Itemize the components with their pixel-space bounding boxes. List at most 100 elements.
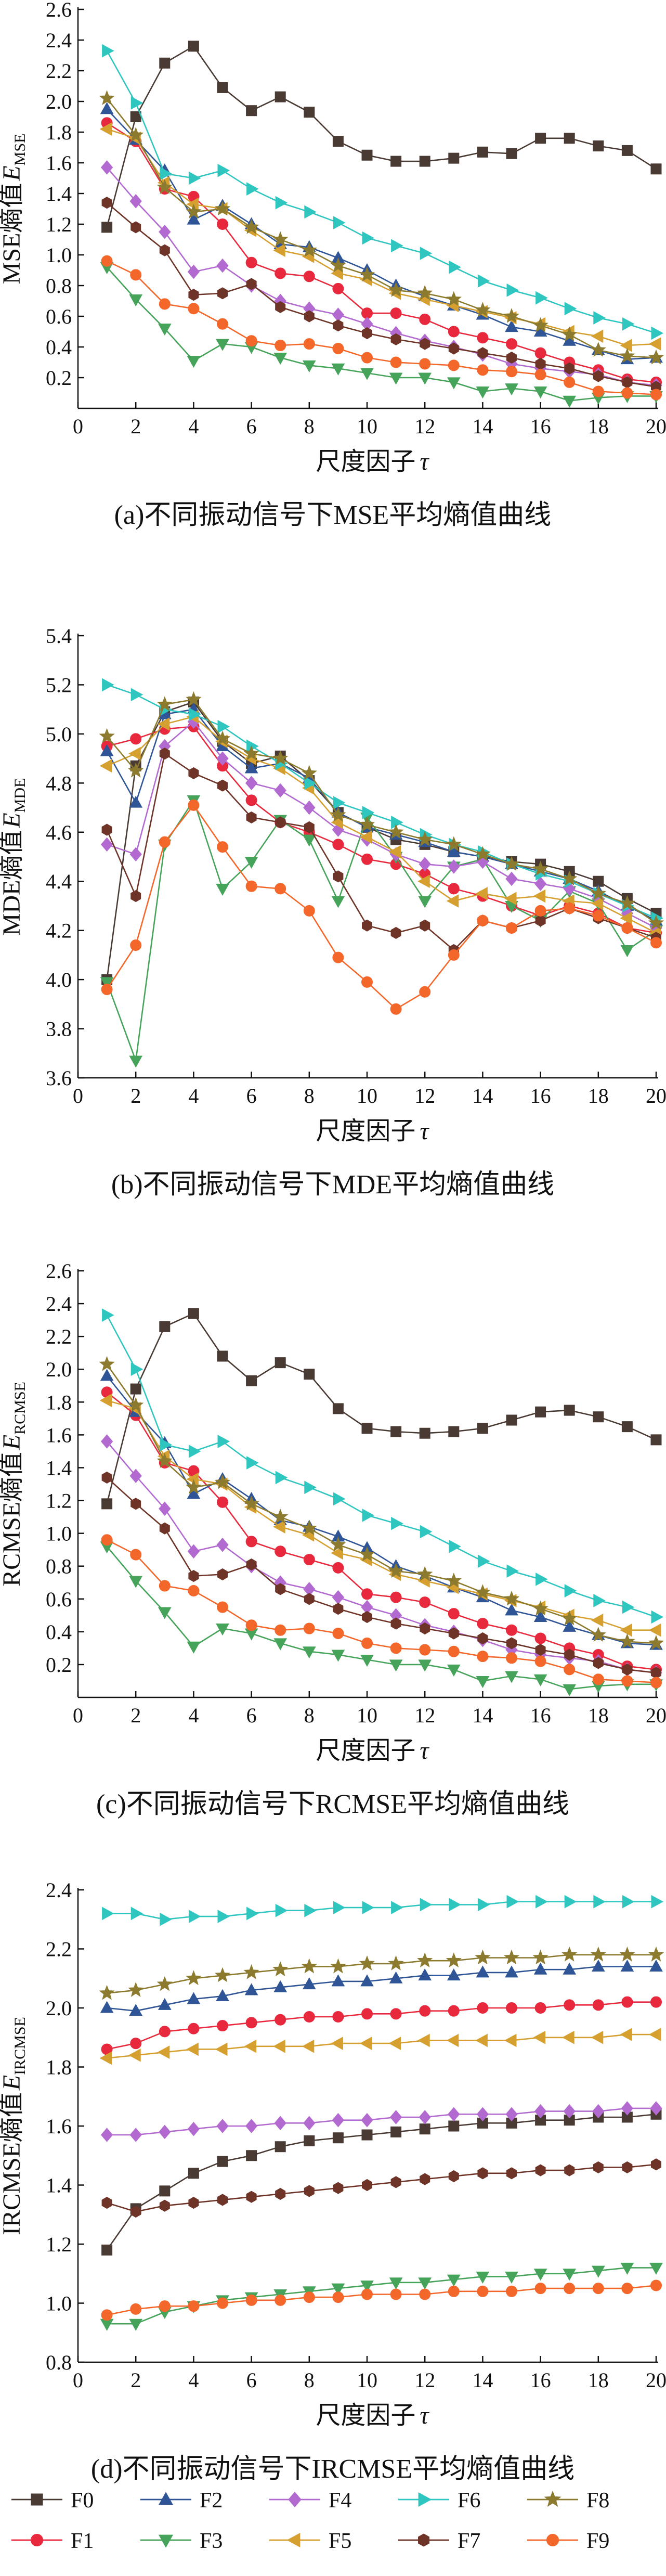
data-point-F3 <box>533 387 547 399</box>
data-point-F1 <box>419 2005 431 2017</box>
data-point-F6 <box>188 171 201 185</box>
y-tick-label: 0.6 <box>46 305 72 328</box>
data-point-F7 <box>188 289 199 301</box>
data-point-F6 <box>160 166 172 181</box>
data-point-F9 <box>534 905 546 917</box>
data-point-F6 <box>275 196 288 210</box>
data-point-F8 <box>417 1952 433 1968</box>
data-point-F2 <box>129 2004 143 2016</box>
data-point-F1 <box>332 839 344 851</box>
data-point-F1 <box>217 2020 228 2032</box>
data-point-F5 <box>648 1623 661 1637</box>
y-tick-label: 4.6 <box>46 821 72 844</box>
data-point-F8 <box>561 870 578 886</box>
data-point-F9 <box>534 2283 546 2295</box>
x-axis-label: 尺度因子 τ <box>316 2402 429 2429</box>
data-point-F0 <box>101 222 113 233</box>
data-point-F9 <box>303 338 315 350</box>
data-point-F6 <box>506 1895 519 1909</box>
data-point-F0 <box>390 156 402 167</box>
data-point-F0 <box>477 146 488 158</box>
data-point-F3 <box>129 1055 143 1068</box>
data-point-F8 <box>561 1610 578 1626</box>
data-point-F8 <box>619 895 635 910</box>
data-point-F1 <box>592 1999 604 2011</box>
data-point-F7 <box>217 287 228 300</box>
data-point-F1 <box>534 1632 546 1644</box>
data-point-F3 <box>360 1654 374 1667</box>
data-point-F1 <box>303 2011 315 2023</box>
data-point-F8 <box>475 302 491 317</box>
data-point-F5 <box>417 874 430 888</box>
data-point-F2 <box>100 744 114 756</box>
chart-4: 0.8 1.0 1.2 1.4 1.6 1.8 2.0 2.2 2.4 0 2 4 6 8 10 12 14 16… <box>0 1878 666 2484</box>
y-tick-label: 0.4 <box>46 336 72 359</box>
x-tick-label: 6 <box>246 415 257 438</box>
data-point-F5 <box>591 329 604 343</box>
series-line-F7 <box>106 753 657 951</box>
data-point-F5 <box>273 2039 285 2053</box>
data-point-F6 <box>275 1903 288 1917</box>
x-tick-label: 2 <box>130 2368 141 2392</box>
data-point-F6 <box>622 1895 635 1909</box>
data-point-F7 <box>622 1663 633 1676</box>
data-point-F8 <box>475 1949 491 1965</box>
data-point-F5 <box>99 2051 112 2065</box>
y-axis-label: MSE熵值 EMSE <box>0 134 29 285</box>
data-point-F4 <box>332 1590 345 1605</box>
y-axis-label-symbol: E <box>0 813 25 828</box>
data-point-F8 <box>359 266 375 282</box>
data-point-F8 <box>243 1964 259 1979</box>
y-tick-label: 2.2 <box>46 1325 72 1348</box>
data-point-F9 <box>361 976 373 988</box>
data-point-F2 <box>649 1960 663 1972</box>
data-point-F9 <box>101 255 113 267</box>
data-point-F9 <box>130 939 142 951</box>
data-point-F2 <box>129 795 143 808</box>
data-point-F9 <box>332 951 344 963</box>
data-point-F9 <box>159 1580 171 1592</box>
data-point-F3 <box>476 2271 490 2284</box>
x-tick-label: 0 <box>73 1084 83 1107</box>
data-point-F0 <box>304 107 315 118</box>
data-point-F1 <box>361 853 373 865</box>
data-point-F3 <box>302 834 316 847</box>
data-point-F7 <box>390 333 401 345</box>
data-point-F7 <box>506 2167 517 2180</box>
data-point-F3 <box>563 1684 577 1696</box>
data-point-F0 <box>332 2132 344 2144</box>
data-point-F4 <box>216 2119 229 2133</box>
series-F7 <box>101 748 661 956</box>
legend-entry-F4: F4 <box>269 2489 351 2513</box>
data-point-F0 <box>650 1434 662 1446</box>
x-axis-label-text: 尺度因子 <box>316 2402 415 2429</box>
y-tick-label: 0.8 <box>46 1555 72 1578</box>
series-F6 <box>102 1895 664 1926</box>
data-point-F2 <box>187 212 201 225</box>
series-line-F3 <box>106 800 657 1062</box>
legend-label: F8 <box>586 2489 609 2513</box>
data-point-F3 <box>418 896 432 908</box>
series-F3 <box>100 795 663 1068</box>
data-point-F8 <box>475 1584 491 1600</box>
x-tick-label: 8 <box>304 1084 315 1107</box>
data-point-F6 <box>651 1895 664 1909</box>
data-point-F6 <box>130 688 143 702</box>
data-point-F1 <box>477 1618 489 1630</box>
x-axis-label-text: 尺度因子 <box>316 1117 415 1145</box>
data-point-F3 <box>360 368 374 380</box>
data-point-F6 <box>391 1901 403 1914</box>
data-point-F2 <box>360 1974 374 1987</box>
data-point-F6 <box>275 1471 288 1485</box>
data-point-F6 <box>160 1438 172 1452</box>
data-point-F4 <box>650 2101 662 2116</box>
data-point-F8 <box>156 696 173 712</box>
data-point-F0 <box>246 2150 257 2161</box>
data-point-F7 <box>333 870 344 883</box>
data-point-F3 <box>505 1671 518 1683</box>
data-point-F6 <box>160 1912 172 1926</box>
y-axis-label-text: MSE熵值 <box>0 183 25 285</box>
data-point-F3 <box>476 1676 490 1688</box>
data-point-F1 <box>477 332 489 344</box>
x-tick-label: 2 <box>130 1084 141 1107</box>
